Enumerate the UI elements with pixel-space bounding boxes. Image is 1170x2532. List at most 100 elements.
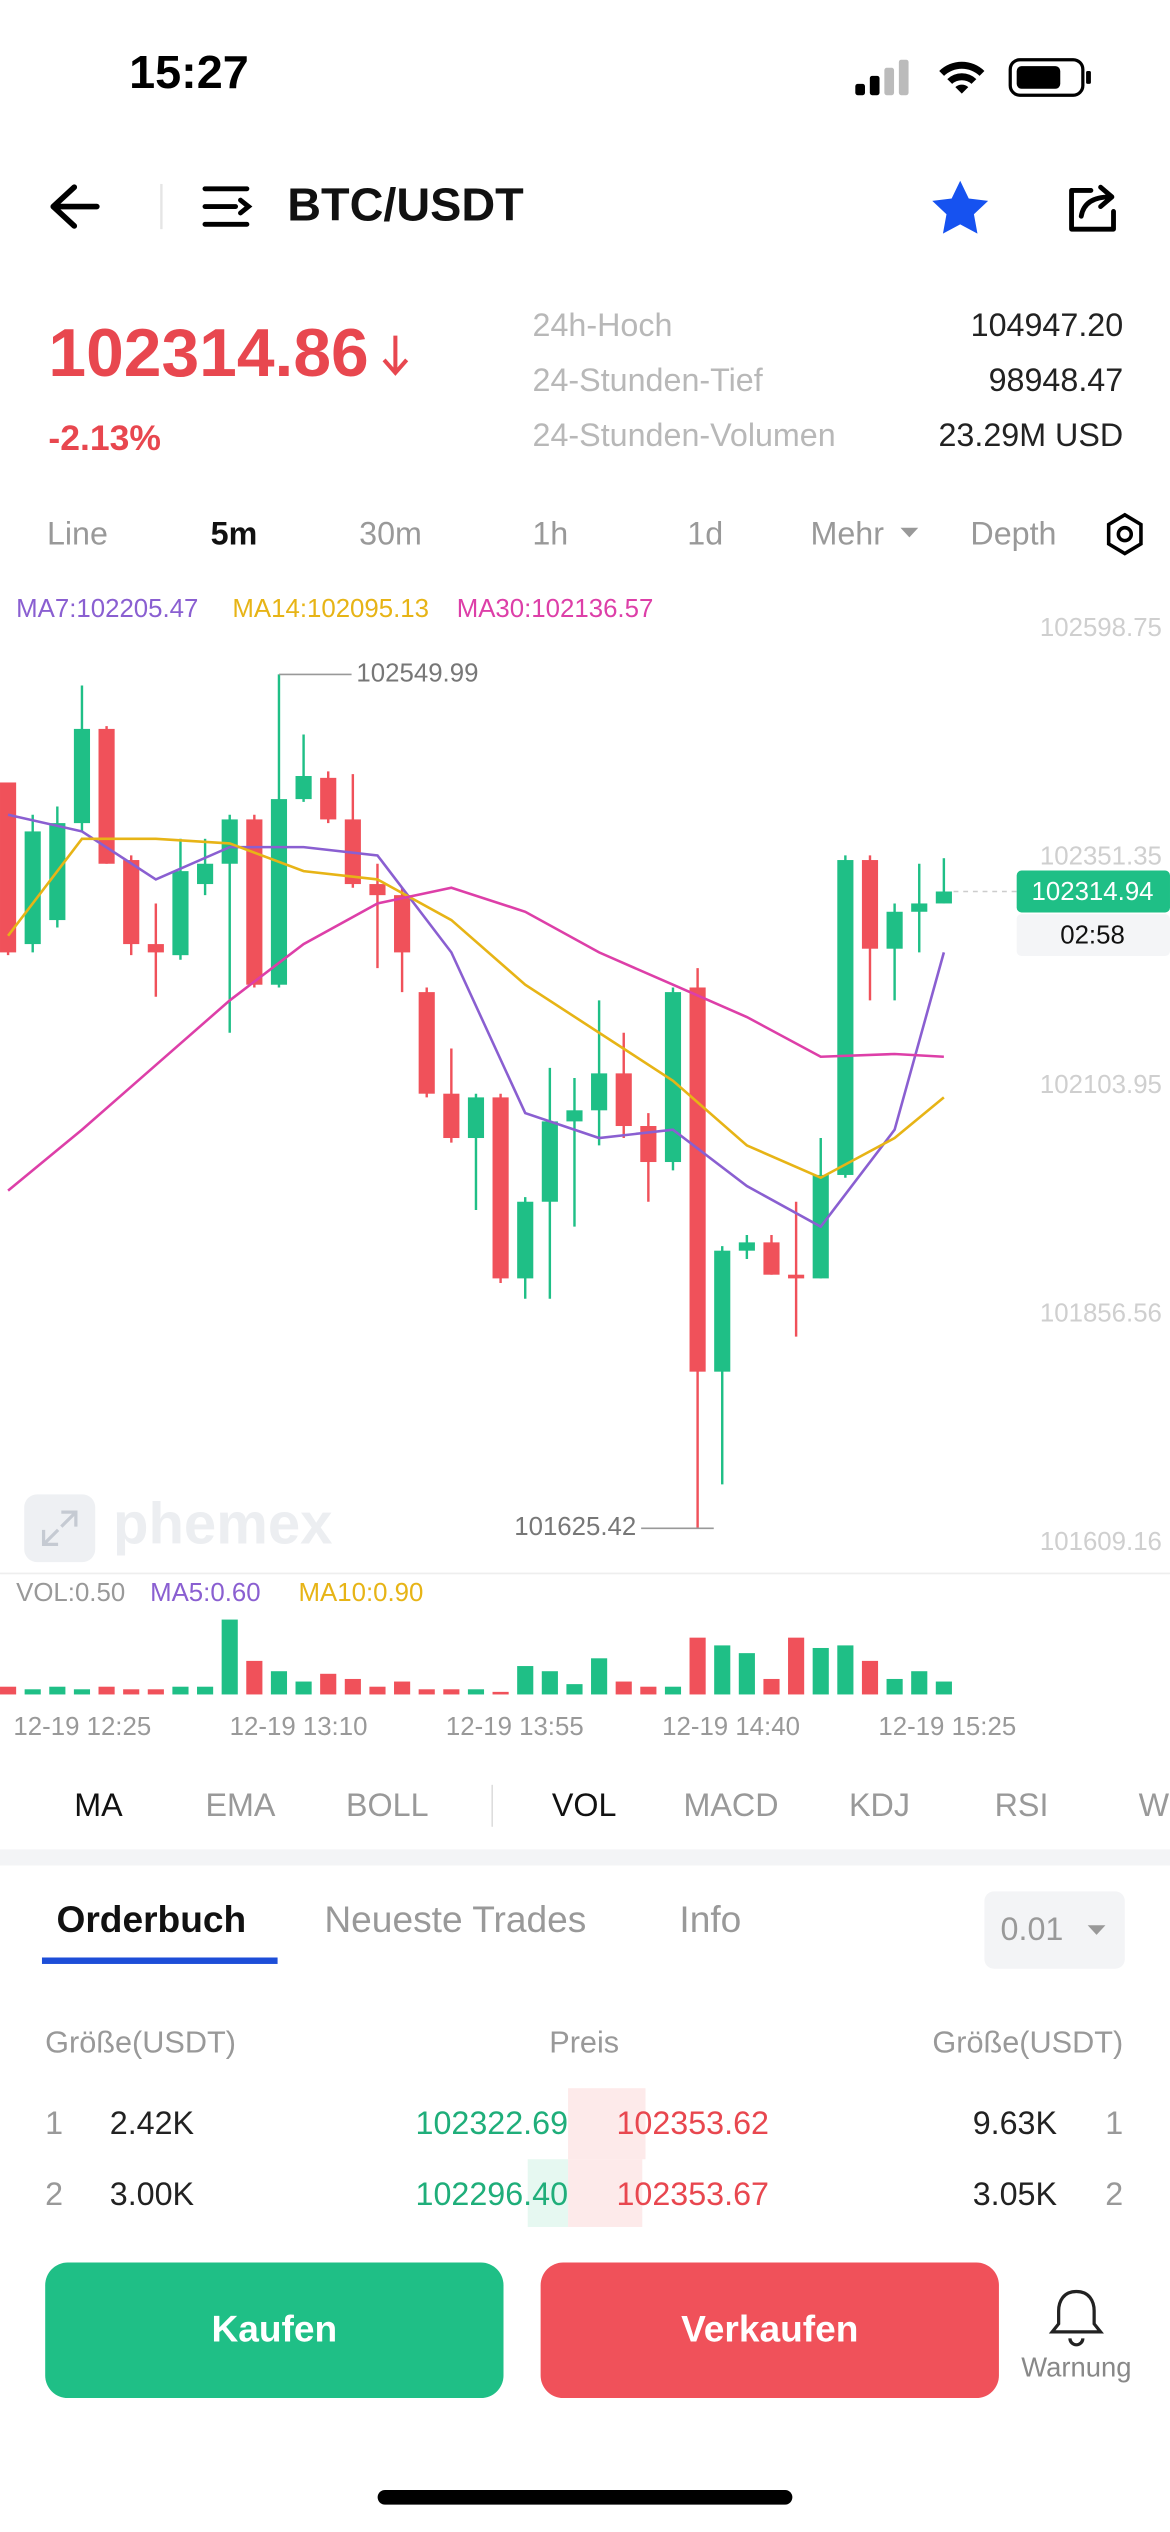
orderbook-cell: 1: [1105, 2105, 1123, 2141]
y-tick-label: 101609.16: [1040, 1528, 1162, 1556]
orderbook-cell: 2: [1105, 2176, 1123, 2212]
interval-tab[interactable]: 5m: [211, 515, 258, 551]
volume-bar: [320, 1673, 337, 1695]
interval-tab[interactable]: Depth: [970, 515, 1056, 551]
candle-body: [369, 884, 386, 896]
status-icons: [855, 58, 1091, 97]
orderbook-tab[interactable]: Neueste Trades: [324, 1898, 586, 1940]
buy-label[interactable]: Kaufen: [211, 2308, 337, 2350]
candle-body: [197, 863, 214, 885]
orderbook-cell: 102296.40: [416, 2176, 569, 2212]
ask-depth: [568, 2088, 646, 2160]
indicator-tab[interactable]: W: [1139, 1787, 1170, 1823]
section-gap: [0, 1849, 1170, 1866]
candle-body: [837, 860, 854, 1175]
back-button[interactable]: [50, 184, 100, 229]
settings-icon[interactable]: [1106, 512, 1143, 556]
buy-button[interactable]: [45, 2262, 504, 2399]
down-arrow: [382, 335, 409, 376]
candle-body: [664, 992, 682, 1163]
alert-icon[interactable]: [1048, 2289, 1104, 2347]
last-price-label: 102314.94: [1032, 878, 1154, 906]
volume-bar: [861, 1660, 879, 1695]
interval-tab[interactable]: 1d: [687, 515, 723, 551]
volume-bar: [49, 1686, 66, 1695]
orderbook-cell: 102322.69: [416, 2105, 569, 2141]
volume-bar: [541, 1671, 558, 1695]
interval-tab[interactable]: Mehr: [810, 515, 884, 551]
indicator-tab[interactable]: RSI: [995, 1787, 1049, 1823]
candle-body: [886, 911, 903, 949]
candle-body: [73, 728, 91, 824]
candle-body: [147, 944, 164, 953]
countdown-label: 02:58: [1060, 922, 1125, 950]
interval-tab[interactable]: Line: [47, 515, 108, 551]
sell-label[interactable]: Verkaufen: [681, 2308, 858, 2350]
orderbook-cell: 1: [45, 2105, 63, 2141]
y-tick-label: 101856.56: [1040, 1300, 1162, 1328]
orderbook-tab[interactable]: Orderbuch: [56, 1898, 246, 1940]
candle-body: [591, 1073, 608, 1111]
volume-bar: [172, 1686, 189, 1695]
precision-value[interactable]: 0.01: [1001, 1911, 1064, 1947]
orderbook-header: Größe(USDT): [932, 2026, 1123, 2060]
ma-legend: MA14:102095.13: [232, 595, 429, 623]
candle-body: [418, 992, 435, 1094]
volume-bar: [812, 1647, 829, 1695]
price-change: -2.13%: [48, 418, 160, 458]
bid-depth: [527, 2159, 569, 2227]
volume-bar: [221, 1619, 238, 1695]
indicator-tab[interactable]: MACD: [684, 1787, 779, 1823]
volume-bar: [689, 1637, 706, 1695]
pair-title[interactable]: BTC/USDT: [287, 179, 524, 231]
volume-bar: [394, 1681, 411, 1695]
orderbook-cell: 3.00K: [110, 2176, 195, 2212]
candle-body: [172, 871, 189, 956]
alert-label[interactable]: Warnung: [1021, 2351, 1131, 2382]
volume-bar: [615, 1681, 632, 1695]
x-tick-label: 12-19 13:10: [230, 1713, 368, 1741]
ma-legend: MA30:102136.57: [457, 595, 654, 623]
candle-body: [689, 987, 706, 1372]
precision-select[interactable]: [984, 1891, 1125, 1969]
last-price: 102314.86: [48, 316, 368, 391]
indicator-tab[interactable]: VOL: [552, 1787, 617, 1823]
interval-tab[interactable]: 30m: [359, 515, 422, 551]
last-price-tag: [1016, 870, 1170, 913]
ma-line: [7, 837, 945, 1180]
candle-body: [935, 891, 952, 904]
indicator-tab[interactable]: BOLL: [346, 1787, 429, 1823]
high-label: 102549.99: [356, 659, 478, 687]
vol-legend: MA10:0.90: [299, 1579, 424, 1607]
x-tick-label: 12-19 13:55: [446, 1713, 584, 1741]
candle-body: [714, 1250, 731, 1372]
status-time: 15:27: [129, 46, 249, 98]
interval-tab[interactable]: 1h: [532, 515, 568, 551]
orderbook-cell: 3.05K: [973, 2176, 1058, 2212]
candle-body: [394, 895, 411, 953]
candle-body: [123, 860, 140, 945]
ma-legend: MA7:102205.47: [16, 595, 198, 623]
indicator-tab[interactable]: MA: [74, 1787, 123, 1823]
pair-menu[interactable]: [202, 186, 253, 227]
volume-bar: [738, 1653, 755, 1695]
orderbook-cell: 9.63K: [973, 2105, 1058, 2141]
share-button[interactable]: [1069, 184, 1116, 232]
favorite-star[interactable]: [932, 180, 989, 234]
stat-label: 24-Stunden-Tief: [533, 362, 764, 398]
candle-body: [98, 728, 115, 864]
y-tick-label: 102103.95: [1040, 1071, 1162, 1099]
x-tick-label: 12-19 12:25: [13, 1713, 151, 1741]
low-label: 101625.42: [514, 1513, 636, 1541]
indicator-tab[interactable]: KDJ: [849, 1787, 910, 1823]
orderbook-tab[interactable]: Info: [679, 1898, 741, 1940]
stat-value: 23.29M USD: [938, 417, 1123, 453]
orderbook-header: Größe(USDT): [45, 2026, 236, 2060]
volume-bar: [369, 1686, 386, 1695]
sell-button[interactable]: [540, 2262, 999, 2399]
orderbook-cell: 102353.67: [616, 2176, 769, 2212]
indicator-tab[interactable]: EMA: [205, 1787, 275, 1823]
x-tick-label: 12-19 15:25: [878, 1713, 1016, 1741]
candle-body: [615, 1073, 632, 1127]
